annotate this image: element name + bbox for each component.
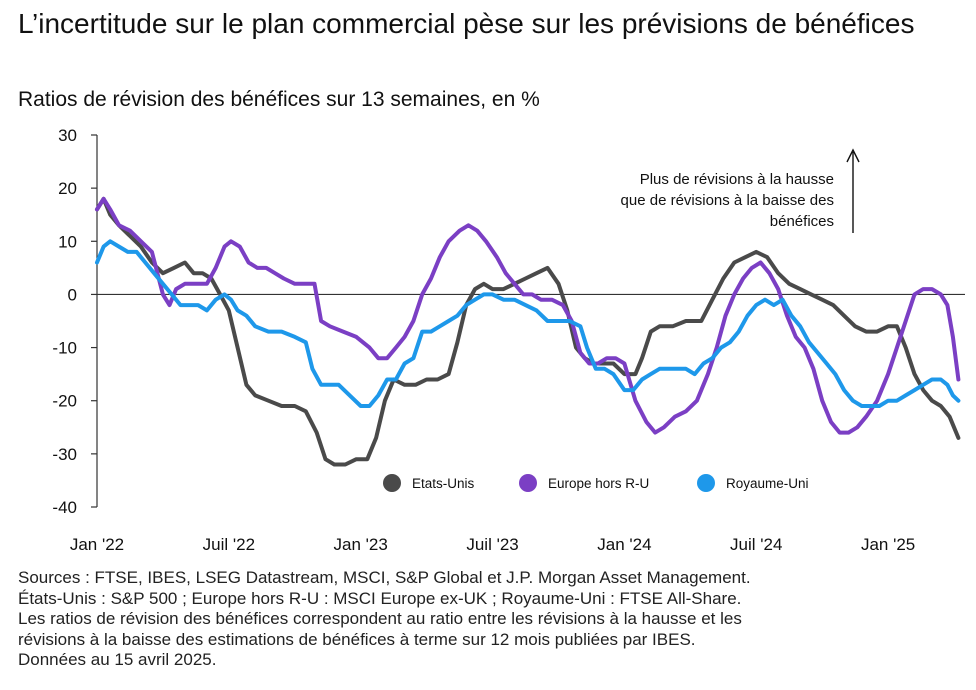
footer-line-definition-2: révisions à la baisse des estimations de… [18,629,696,649]
x-tick-label: Jan '23 [334,535,388,554]
series-line-1 [95,196,961,435]
x-tick-label: Jan '22 [70,535,124,554]
chart-subtitle: Ratios de révision des bénéfices sur 13 … [18,88,540,111]
x-tick-label: Juil '22 [203,535,255,554]
y-tick-label: 10 [58,232,77,251]
annotation: Plus de révisions à la hausse que de rév… [621,148,860,233]
y-tick-label: -10 [52,339,77,358]
y-tick-label: 0 [68,285,77,304]
chart-title: L’incertitude sur le plan commercial pès… [18,8,915,39]
series-line-2 [95,239,961,408]
legend-label-1: Europe hors R-U [548,476,649,491]
legend-label-2: Royaume-Uni [726,476,809,491]
series-lines [95,196,961,467]
legend-marker-0 [383,474,401,492]
y-tick-label: 30 [58,126,77,145]
footer-line-date: Données au 15 avril 2025. [18,650,217,669]
annotation-line-1: Plus de révisions à la hausse [640,171,834,188]
x-tick-label: Jan '25 [861,535,915,554]
annotation-line-3: bénéfices [770,213,834,230]
x-tick-label: Juil '23 [466,535,518,554]
up-arrow-head-icon [846,148,860,163]
y-tick-label: 20 [58,179,77,198]
y-tick-label: -20 [52,392,77,411]
footer-line-definition-1: Les ratios de révision des bénéfices cor… [18,609,742,628]
footer-line-indices: États-Unis : S&P 500 ; Europe hors R-U :… [18,588,742,608]
y-tick-label: -30 [52,445,77,464]
y-tick-label: -40 [52,498,77,517]
x-tick-label: Juil '24 [730,535,782,554]
y-axis-ticks: 30 20 10 0 -10 -20 -30 -40 [52,126,97,517]
legend: Etats-Unis Europe hors R-U Royaume-Uni [383,474,809,492]
legend-marker-1 [519,474,537,492]
footer-notes: Sources : FTSE, IBES, LSEG Datastream, M… [18,568,968,671]
footer-line-sources: Sources : FTSE, IBES, LSEG Datastream, M… [18,568,751,587]
annotation-line-2: que de révisions à la baisse des [621,192,834,209]
x-axis-ticks: Jan '22 Juil '22 Jan '23 Juil '23 Jan '24 Jui… [70,535,915,554]
series-line-0 [95,196,961,467]
legend-marker-2 [697,474,715,492]
x-tick-label: Jan '24 [597,535,651,554]
legend-label-0: Etats-Unis [412,476,475,491]
